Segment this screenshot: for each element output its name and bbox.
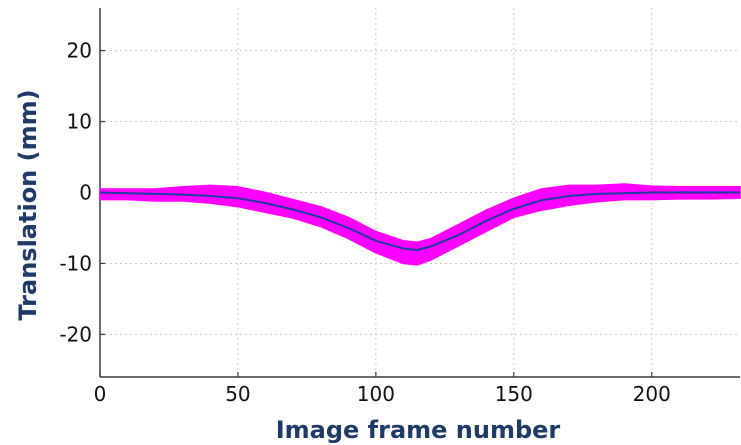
y-tick-label-20: 20 [67,39,92,63]
magenta-band-area [99,183,741,266]
y-tick-label--20: -20 [59,322,92,346]
x-tick-label-100: 100 [357,382,395,406]
y-tick-label-0: 0 [79,181,92,205]
x-tick-label-150: 150 [495,382,533,406]
mean-line [99,191,740,251]
y-tick-label-10: 10 [67,110,92,134]
x-tick-label-50: 50 [225,382,250,406]
x-tick-label-0: 0 [94,382,107,406]
tick-labels: 0 50 100 150 200 -20 -10 0 10 20 [59,39,670,406]
y-axis-label: Translation (mm) [14,89,42,320]
x-axis-label: Image frame number [276,416,561,444]
series [99,183,741,266]
y-tick-label--10: -10 [59,251,92,275]
x-tick-label-200: 200 [633,382,671,406]
